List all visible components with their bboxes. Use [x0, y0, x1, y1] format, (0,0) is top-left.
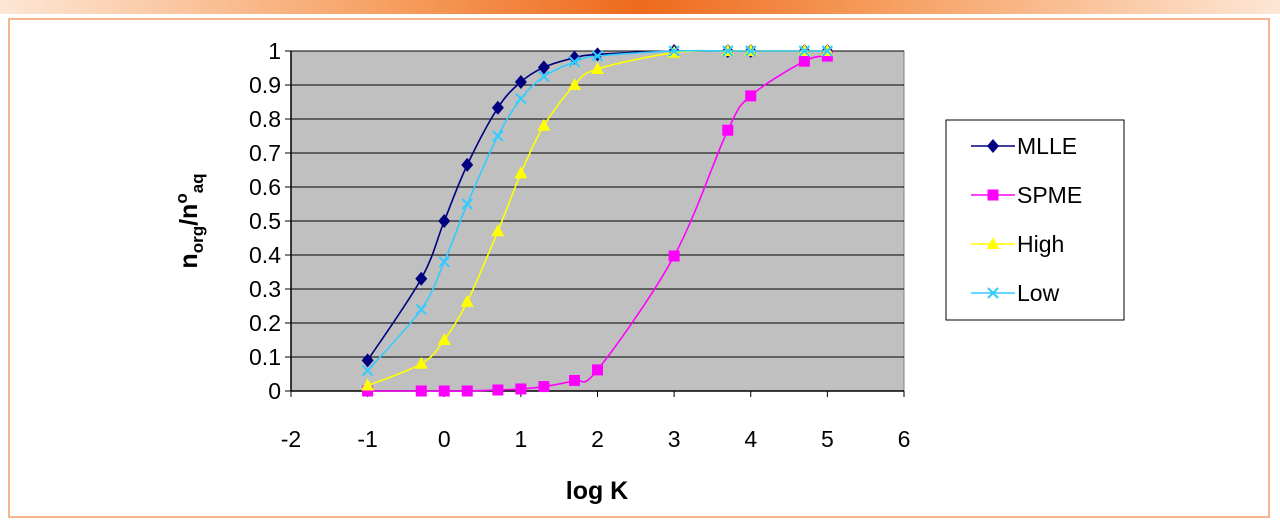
legend-label: High [1017, 231, 1064, 257]
legend-marker [987, 139, 999, 153]
y-label-mid: /n [175, 204, 203, 226]
data-point-low [461, 198, 473, 210]
data-point-low [361, 364, 374, 377]
data-point-spme [415, 385, 427, 397]
data-point-spme [821, 50, 833, 62]
data-point-low [821, 45, 834, 57]
y-label-sub2: aq [188, 173, 207, 193]
x-axis-label: log K [566, 477, 629, 505]
data-point-mlle [514, 74, 527, 89]
x-tick-label: 2 [591, 426, 604, 452]
x-tick-label: 5 [821, 426, 834, 452]
legend-item-spme: SPME [971, 182, 1082, 208]
data-point-spme [362, 385, 374, 397]
y-tick-label: 0.1 [249, 344, 281, 370]
x-tick-label: 0 [438, 426, 451, 452]
y-tick-label: 0.5 [249, 208, 281, 234]
data-point-spme [438, 385, 450, 397]
x-tick-label: -2 [281, 426, 301, 452]
data-point-high [414, 356, 428, 369]
y-tick-label: 0 [268, 378, 281, 404]
x-tick-label: 1 [514, 426, 527, 452]
data-point-low [798, 45, 811, 57]
legend-marker [987, 189, 999, 201]
legend-marker [987, 287, 999, 299]
data-point-spme [492, 384, 504, 396]
legend-label: Low [1017, 280, 1060, 306]
legend: MLLE SPME High Low [971, 133, 1082, 306]
data-point-low [745, 45, 757, 57]
data-point-mlle [438, 214, 451, 228]
data-point-low [668, 45, 680, 57]
y-tick-label: 0.4 [249, 242, 281, 268]
data-point-mlle [461, 157, 474, 172]
data-point-low [722, 45, 734, 57]
data-point-mlle [415, 271, 428, 286]
data-point-spme [461, 385, 473, 397]
data-point-spme [569, 374, 581, 386]
axes: 0 0.1 0.2 0.3 0.4 0.5 0.6 0.7 0.8 0.9 1 -2 -1 0 1 2 3 4 5 6 [249, 38, 910, 452]
data-point-spme [722, 124, 734, 136]
x-tick-label: 3 [668, 426, 681, 452]
data-point-low [568, 56, 581, 68]
data-point-high [361, 378, 375, 391]
y-label-sub1: org [188, 226, 207, 253]
data-point-high [514, 166, 528, 179]
legend-item-low: Low [971, 280, 1060, 306]
data-point-low [515, 92, 527, 105]
data-point-mlle [491, 100, 504, 115]
legend-item-high: High [971, 231, 1064, 257]
data-point-spme [668, 250, 680, 262]
x-tick-label: 4 [744, 426, 757, 452]
data-point-mlle [537, 60, 550, 75]
legend-label: MLLE [1017, 133, 1077, 159]
y-tick-label: 0.6 [249, 174, 281, 200]
series-low [361, 45, 834, 377]
data-point-high [460, 294, 474, 307]
data-point-low [591, 50, 604, 62]
x-tick-label: -1 [357, 426, 377, 452]
data-point-high [491, 224, 505, 237]
y-tick-label: 0.8 [249, 106, 281, 132]
data-point-spme [745, 90, 757, 102]
data-point-spme [538, 381, 550, 393]
y-label-sup: o [172, 193, 191, 203]
series-spme [362, 50, 833, 397]
data-point-high [537, 118, 551, 131]
data-point-low [538, 70, 550, 83]
data-point-high [437, 333, 451, 345]
data-point-low [492, 130, 504, 142]
data-point-high [568, 78, 582, 90]
data-point-spme [798, 55, 810, 67]
legend-label: SPME [1017, 182, 1082, 208]
y-axis-label: norg/noaq [172, 173, 207, 268]
x-tick-label: 6 [898, 426, 911, 452]
y-label-base: n [175, 253, 203, 268]
y-tick-label: 0.7 [249, 140, 281, 166]
legend-box [945, 119, 1125, 321]
series-group [361, 44, 834, 397]
data-point-low [415, 303, 427, 316]
data-point-spme [515, 383, 527, 395]
decorative-top-bar [0, 0, 1280, 14]
legend-item-mlle: MLLE [971, 133, 1077, 159]
data-point-spme [592, 364, 603, 376]
legend-marker [986, 237, 1000, 249]
data-point-high [591, 62, 604, 75]
y-tick-label: 0.2 [249, 310, 281, 336]
data-point-low [438, 256, 450, 268]
y-tick-label: 0.3 [249, 276, 281, 302]
y-tick-label: 1 [268, 38, 281, 64]
data-point-mlle [361, 353, 374, 368]
y-tick-label: 0.9 [249, 72, 281, 98]
data-point-mlle [568, 50, 581, 65]
